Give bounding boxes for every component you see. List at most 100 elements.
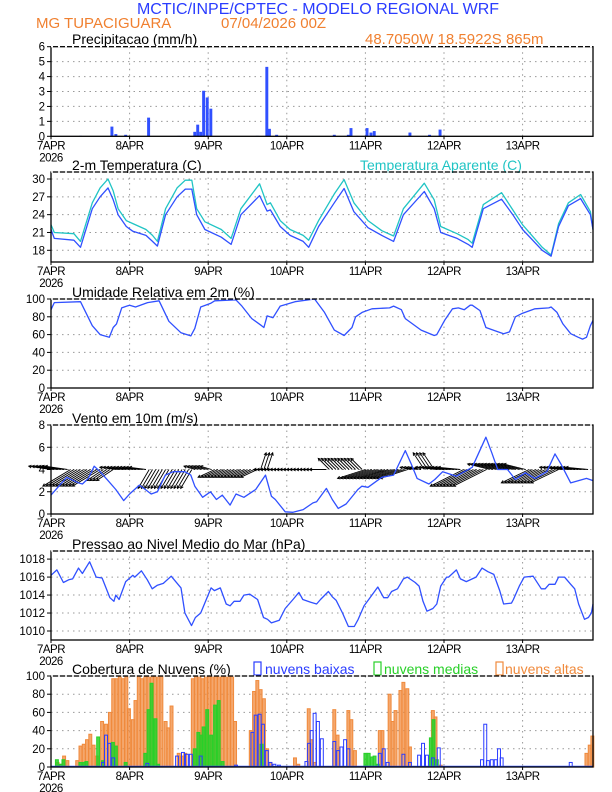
wind-vector [193,465,206,470]
wind-vector [406,466,418,470]
wind-vector [324,458,337,470]
cloud-high-bar [220,675,225,768]
wind-vector-head [337,457,341,462]
wind-vector-head [128,465,133,470]
wind-vector-head [510,480,515,484]
wind-vector-head [259,467,264,472]
x-year-label: 2026 [39,278,63,290]
wind-vector [449,469,484,487]
precip-bar [110,126,114,137]
wind-vector-head [203,474,208,478]
wind-vector-head [551,465,556,470]
wind-vector-head [466,462,471,467]
y-tick-label: 40 [32,347,45,359]
y-tick-label: 24 [32,210,45,222]
wind-vector-head [275,467,280,472]
wind-vector-head [40,464,45,469]
wind-vector [240,469,258,478]
wind-vector [150,469,163,489]
wind-vector-head [31,464,35,469]
x-tick-label: 7APR [37,644,65,656]
y-tick-label: 20 [32,744,45,756]
y-tick-label: 6 [39,42,45,54]
temp-series-line [50,178,594,256]
x-tick-label: 8APR [116,518,144,530]
wind-vector [93,469,111,481]
wind-vector [433,469,468,487]
wind-vector-head [192,465,197,469]
wind-vector-head [216,474,221,478]
x-tick-label: 13APR [506,644,540,656]
x-tick-label: 7APR [37,140,65,152]
wind-vector-head [256,467,260,472]
cloud-low-bar [339,746,344,768]
wind-vector-head [223,474,228,478]
wind-vector-head [176,485,181,490]
wind-vector-head [320,457,325,462]
wind-vector-head [61,483,66,487]
location-label: MG TUPACIGUARA [36,15,171,32]
precip-bar [205,97,209,137]
x-tick-label: 8APR [116,266,144,278]
plot-frame [50,550,594,641]
x-tick-label: 7APR [37,266,65,278]
wind-vector-head [405,465,410,470]
precip-bar [147,117,151,137]
wind-vector [201,469,219,478]
wind-vector [327,458,340,470]
x-tick-label: 8APR [116,644,144,656]
wind-vector-head [301,467,306,472]
wind-vector-head [529,480,534,484]
cloud-mid-bar [372,755,377,768]
x-tick-label: 7APR [37,392,65,404]
precip-panel: 7APR 8APR 9APR 10APR 11APR 12APR 13APR 2026 0 1 2 3… [37,42,594,164]
cloud-low-bar [343,739,348,768]
wind-vector-head [489,462,494,467]
y-tick-label: 1014 [19,590,45,602]
precip-bar [438,129,442,137]
cloud-mid-bar [153,718,158,768]
cloud-mid-bar [363,752,368,768]
wind-vector-head [339,475,344,480]
wind-vector-head [226,474,231,478]
cloud-high-bar [223,675,228,768]
cloud-low-bar [312,712,317,768]
y-tick-label: 1010 [19,626,45,638]
rh-panel: 7APR 8APR 9APR 10APR 11APR 12APR 13APR 2026 0 20 4… [26,294,594,416]
wind-vector-head [362,475,367,480]
wind-vector [154,469,167,489]
legend-mid-cloud-icon [373,661,382,676]
wind-vector-head [288,467,293,472]
x-tick-label: 8APR [116,392,144,404]
wind-vector-head [369,475,374,480]
x-tick-label: 10APR [270,518,304,530]
cloud-low-bar [499,757,504,768]
wind-vector-head [420,465,425,470]
wind-vector [163,469,176,489]
wind-vector [409,466,422,470]
wind-vector-head [51,483,56,487]
wind-vector-head [433,465,438,470]
wind-vector [321,458,333,470]
wind-vector-head [520,480,524,484]
wind-vector [430,469,464,487]
wind-vector-head [449,483,453,487]
wind-series-line [50,436,594,513]
cloud-high-bar [393,710,398,768]
wind-vector [204,469,222,478]
wind-vector-head [432,483,437,487]
wind-vector-head [265,467,270,472]
wind-vector [233,469,251,478]
wind-vector [530,469,559,484]
wind-vector-head [196,465,201,469]
precip-title: Precipitacao (mm/h) [72,31,197,47]
wind-vector-head [285,467,290,472]
wind-vector-head [437,465,442,470]
wind-vector [263,452,270,470]
wind-vector-head [343,457,348,462]
temp-panel: 7APR 8APR 9APR 10APR 11APR 12APR 13APR 2026 18 21… [32,171,594,290]
cloud-panel: 7APR 8APR 9APR 10APR 11APR 12APR 13APR 2026 0 20 4… [26,671,595,792]
wind-vector-head [207,474,211,478]
wind-vector-head [336,475,341,480]
